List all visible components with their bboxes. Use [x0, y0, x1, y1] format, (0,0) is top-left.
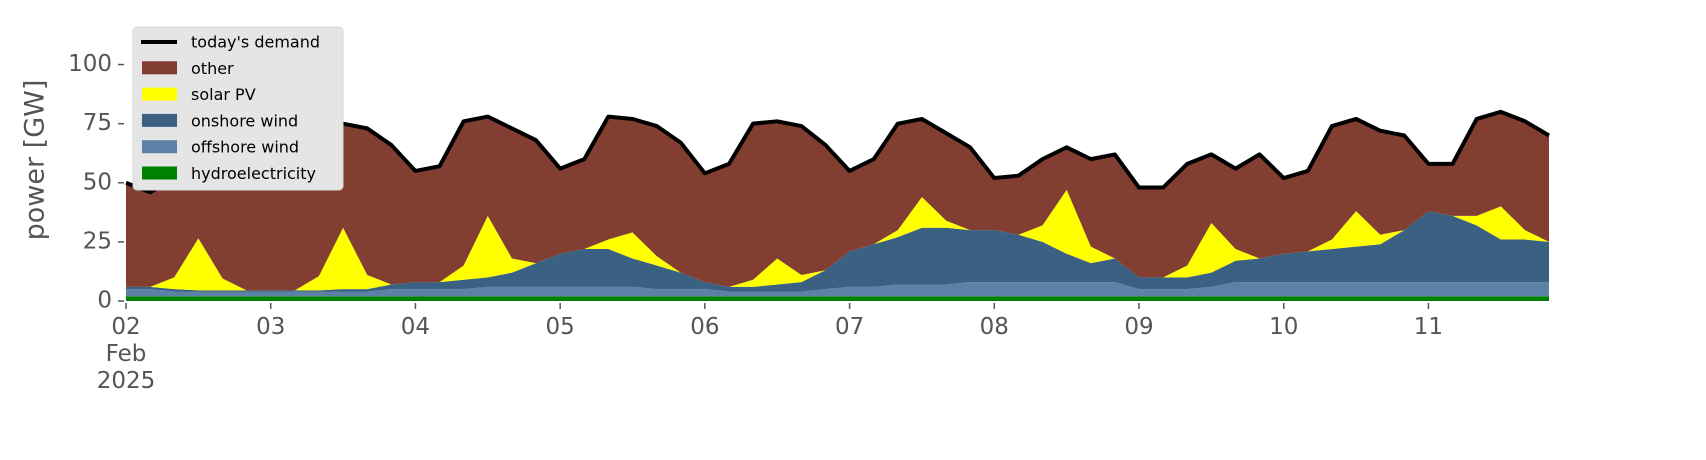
- y-tick-label: 25: [83, 228, 112, 254]
- x-tick-label: 07: [834, 314, 865, 340]
- x-tick-label: 08: [979, 314, 1009, 340]
- area: [126, 296, 1549, 301]
- x-tick-label: 02 Feb 2025: [96, 314, 156, 394]
- legend-label: onshore wind: [191, 111, 298, 130]
- legend-swatch: [142, 166, 177, 180]
- legend-label: offshore wind: [191, 138, 299, 157]
- x-tick-label: 04: [400, 314, 431, 340]
- y-tick-label: 0: [97, 288, 112, 314]
- legend-label: hydroelectricity: [191, 164, 316, 183]
- x-tick-label: 03: [256, 314, 286, 340]
- y-tick-label: 50: [83, 169, 112, 195]
- area: [126, 211, 1549, 292]
- line: [125, 109, 1551, 195]
- area: [126, 282, 1549, 297]
- legend-box: [132, 26, 344, 191]
- y-tick-label: 100: [68, 51, 112, 77]
- legend: today's demand other solar PV onshore wind o…: [132, 26, 344, 191]
- legend-swatch: [142, 61, 177, 75]
- y-tick-label: 75: [83, 110, 112, 136]
- area: [126, 111, 1549, 291]
- x-tick-label: 06: [690, 314, 720, 340]
- y-axis-label: power [GW]: [20, 80, 51, 241]
- legend-swatch: [142, 140, 177, 154]
- legend-label: solar PV: [191, 85, 256, 104]
- legend-swatch: [142, 113, 177, 127]
- x-tick-label: 09: [1124, 314, 1154, 340]
- legend-label: other: [191, 59, 234, 78]
- x-tick-label: 10: [1269, 314, 1299, 340]
- legend-swatch: [142, 87, 177, 101]
- x-tick-label: 11: [1413, 314, 1444, 340]
- legend-label: today's demand: [191, 33, 320, 52]
- area: [126, 189, 1549, 291]
- x-tick-label: 05: [545, 314, 575, 340]
